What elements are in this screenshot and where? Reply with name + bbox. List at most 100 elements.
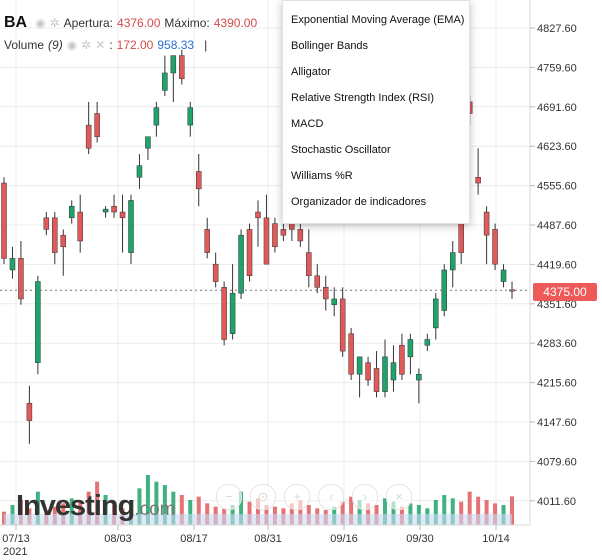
candle bbox=[68, 200, 75, 224]
candles bbox=[1, 49, 515, 444]
y-tick-label: 4011.60 bbox=[537, 496, 576, 508]
candle-body bbox=[153, 107, 160, 126]
candle-body bbox=[60, 234, 67, 248]
menu-item-rsi[interactable]: Relative Strength Index (RSI) bbox=[291, 92, 435, 104]
candle-body bbox=[373, 368, 380, 392]
candle bbox=[365, 356, 371, 386]
eye-icon[interactable]: ◉ bbox=[35, 16, 46, 30]
candle-body bbox=[229, 292, 236, 334]
candle bbox=[475, 148, 481, 195]
candle-body bbox=[314, 275, 321, 288]
x-tick-label: 10/14 bbox=[482, 533, 510, 545]
candle-body bbox=[145, 136, 151, 149]
candle-body bbox=[339, 298, 346, 352]
candle bbox=[263, 194, 270, 265]
volume-legend: Volume (9) ◉ ✲ ✕ : 172.00 958.33 | bbox=[4, 38, 207, 52]
candle bbox=[306, 229, 312, 288]
candle-body bbox=[331, 298, 337, 305]
volume-bar bbox=[137, 488, 142, 525]
candle-body bbox=[475, 177, 481, 184]
zoom-reset-icon[interactable]: ⊙ bbox=[250, 484, 276, 510]
menu-item-williams-r[interactable]: Williams %R bbox=[291, 170, 353, 182]
menu-item-indicator-organizer[interactable]: Organizador de indicadores bbox=[291, 196, 427, 208]
menu-item-alligator[interactable]: Alligator bbox=[291, 66, 331, 78]
volume-bar bbox=[154, 481, 159, 525]
candle-body bbox=[399, 345, 405, 375]
volume-bar bbox=[340, 501, 345, 525]
candle bbox=[85, 101, 92, 155]
candle-body bbox=[18, 258, 24, 300]
menu-item-stochastic[interactable]: Stochastic Oscillator bbox=[291, 144, 391, 156]
reset-icon[interactable]: × bbox=[386, 484, 412, 510]
candle-body bbox=[77, 211, 83, 242]
candle bbox=[162, 55, 168, 97]
candle bbox=[500, 264, 507, 288]
gear-icon[interactable]: ✲ bbox=[49, 16, 60, 30]
candle-body bbox=[356, 356, 363, 375]
candle bbox=[52, 212, 58, 265]
y-tick-label: 4623.60 bbox=[537, 141, 577, 153]
candle-body bbox=[348, 333, 354, 375]
volume-bar bbox=[196, 496, 201, 525]
x-axis-year: 2021 bbox=[3, 546, 28, 558]
candle-body bbox=[246, 229, 253, 277]
x-tick-label: 09/16 bbox=[330, 533, 358, 545]
candle-body bbox=[433, 298, 439, 329]
volume-bar bbox=[103, 495, 108, 525]
candle-body bbox=[416, 374, 422, 381]
candle bbox=[26, 385, 33, 444]
volume-bar bbox=[383, 498, 387, 525]
volume-bar bbox=[484, 500, 489, 525]
symbol-label: BA bbox=[4, 14, 28, 31]
candle-body bbox=[136, 165, 143, 178]
volume-bar bbox=[349, 496, 354, 525]
candle-body bbox=[263, 217, 270, 265]
menu-item-ema[interactable]: Exponential Moving Average (EMA) bbox=[291, 14, 465, 26]
candle bbox=[187, 101, 194, 137]
volume-bar bbox=[95, 481, 100, 525]
volume-bar bbox=[162, 485, 167, 525]
eye-icon[interactable]: ◉ bbox=[66, 38, 78, 52]
volume-bar bbox=[69, 498, 74, 525]
candle bbox=[373, 351, 380, 398]
volume-bar bbox=[357, 500, 362, 525]
candle-body bbox=[35, 281, 41, 363]
candle-body bbox=[492, 229, 498, 265]
zoom-out-icon[interactable]: − bbox=[216, 484, 242, 510]
volume-bar bbox=[35, 491, 40, 525]
close-icon[interactable]: ✕ bbox=[95, 38, 106, 52]
candle bbox=[212, 252, 219, 288]
menu-item-macd[interactable]: MACD bbox=[291, 118, 324, 130]
candle-body bbox=[9, 258, 16, 271]
candle-body bbox=[306, 252, 312, 277]
y-tick-label: 4555.60 bbox=[537, 181, 577, 193]
candle bbox=[195, 154, 202, 207]
x-tick-label: 09/30 bbox=[406, 533, 434, 545]
candle bbox=[60, 229, 67, 276]
candle-body bbox=[1, 182, 7, 259]
candle bbox=[433, 293, 439, 340]
candle-body bbox=[322, 287, 329, 300]
candle-body bbox=[179, 55, 185, 80]
candle-body bbox=[85, 124, 92, 149]
logo-name: Investing bbox=[16, 490, 135, 522]
current-price-tag: 4375.00 bbox=[533, 283, 597, 301]
candle-body bbox=[221, 287, 227, 340]
volume-bar bbox=[129, 500, 133, 525]
y-tick-label: 4759.60 bbox=[537, 62, 577, 74]
x-tick-label: 08/03 bbox=[104, 533, 132, 545]
candle bbox=[179, 49, 185, 85]
price-axis: 4827.60 4759.60 4691.60 4623.60 4555.60 4487.… bbox=[530, 23, 577, 508]
zoom-in-icon[interactable]: + bbox=[284, 484, 310, 510]
y-tick-label: 4351.60 bbox=[537, 299, 577, 311]
high-label: Máximo: bbox=[164, 16, 210, 30]
candle bbox=[339, 287, 346, 357]
scroll-right-icon[interactable]: › bbox=[352, 484, 378, 510]
candle-body bbox=[365, 362, 371, 381]
menu-item-bollinger-bands[interactable]: Bollinger Bands bbox=[291, 40, 369, 52]
y-tick-label: 4487.60 bbox=[537, 220, 577, 232]
investing-logo: Investing.com bbox=[16, 490, 176, 523]
scroll-left-icon[interactable]: ‹ bbox=[318, 484, 344, 510]
volume-bar bbox=[298, 500, 303, 525]
gear-icon[interactable]: ✲ bbox=[81, 38, 92, 52]
